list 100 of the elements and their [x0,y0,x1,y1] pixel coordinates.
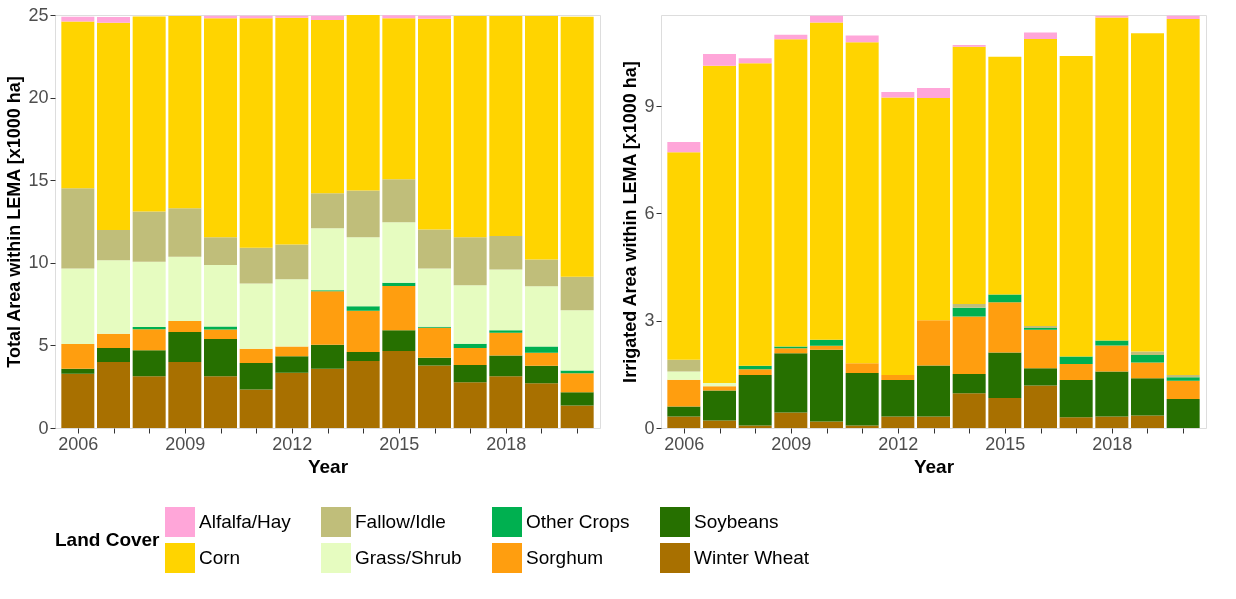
legend-label: Soybeans [694,511,779,532]
bar [525,383,558,428]
bar [1131,362,1164,379]
bar [97,230,130,261]
bar [275,356,309,373]
bar [489,330,523,333]
bar [168,332,202,363]
bar [132,350,166,377]
bar [489,15,523,237]
bar [453,365,487,383]
bar [917,97,950,321]
bar [810,345,843,350]
x-axis-title: Year [307,455,349,477]
bar [525,259,558,287]
bar [239,363,273,390]
bar [489,332,523,356]
bar [1059,363,1093,381]
bar [738,375,772,426]
bar [738,63,772,366]
bar [952,303,986,308]
bar [453,15,487,238]
bar [97,348,130,363]
bar [346,306,380,311]
bar [881,91,915,98]
bar [703,386,736,391]
bar [168,256,202,321]
bar [525,365,558,384]
y-tick-label: 3 [644,310,655,331]
x-tick-label: 2012 [878,433,919,454]
x-tick-label: 2009 [771,433,812,454]
bar [1166,399,1200,428]
bar [382,222,416,283]
bar [61,21,95,189]
y-tick-label: 9 [644,95,655,116]
bar [738,369,772,376]
y-tick-label: 25 [28,4,49,25]
bar [1024,329,1057,369]
bar [1166,380,1200,400]
bar [667,379,701,407]
bar [311,228,344,291]
bar [97,333,130,349]
bar [881,416,915,428]
legend-label: Alfalfa/Hay [199,511,292,532]
bar [988,397,1022,428]
bar [61,268,95,345]
legend-label: Sorghum [526,547,604,568]
bar [382,179,416,223]
bar [560,310,594,371]
bar [453,343,487,349]
bar [703,65,736,383]
x-tick-label: 2018 [486,433,527,454]
bar [560,373,594,393]
bar [382,15,416,19]
bar [453,382,487,428]
bar [1095,17,1129,341]
y-tick-label: 0 [38,417,49,438]
bar [204,18,237,238]
bar [382,330,416,352]
bar [1059,56,1093,357]
bar [311,193,344,229]
legend-label: Corn [199,547,241,568]
bar [917,416,950,428]
bar [239,348,273,364]
bar [453,348,487,366]
bar [703,390,736,421]
legend-label: Other Crops [526,511,630,532]
bar [132,16,166,212]
bar [952,46,986,304]
bar [774,353,808,413]
x-tick-label: 2015 [379,433,420,454]
bar [61,344,95,369]
bar [346,310,380,353]
bar [1095,340,1129,346]
bar [810,421,843,428]
bar [525,352,558,366]
bar [204,329,237,340]
bar [667,152,701,360]
bar [1131,378,1164,416]
bar [1059,356,1093,364]
bar [988,302,1022,353]
bar [168,15,202,209]
bar [311,291,344,345]
legend-label: Winter Wheat [694,547,810,568]
bar [418,18,451,230]
bar [204,237,237,266]
bar [168,320,202,333]
bar [61,368,95,374]
bar [952,393,986,428]
bar [845,363,879,373]
bar [97,362,130,428]
bar [418,327,451,358]
bar [1095,345,1129,372]
x-tick-label: 2006 [58,433,99,454]
bar [917,320,950,366]
bar [1059,380,1093,418]
bar [453,285,487,344]
legend-title: Land Cover [55,529,161,550]
bar [1166,15,1200,19]
bar [845,425,879,428]
bar [382,351,416,428]
